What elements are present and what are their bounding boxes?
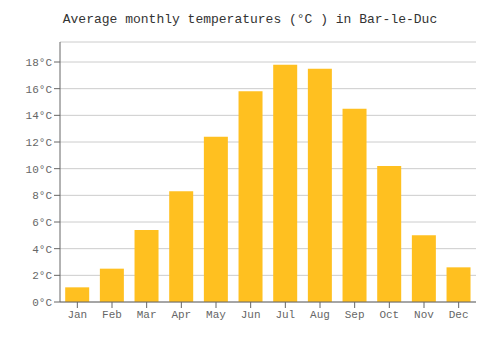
- svg-text:0°C: 0°C: [32, 297, 52, 309]
- svg-text:Sep: Sep: [345, 309, 365, 321]
- svg-text:Aug: Aug: [310, 309, 330, 321]
- svg-text:Nov: Nov: [414, 309, 434, 321]
- svg-text:6°C: 6°C: [32, 217, 52, 229]
- svg-text:18°C: 18°C: [26, 57, 53, 69]
- html-text:Average monthly temperatures (: Average monthly temperatures (°C ) in Ba…: [62, 12, 438, 27]
- svg-text:10°C: 10°C: [26, 164, 53, 176]
- svg-text:2°C: 2°C: [32, 270, 52, 282]
- svg-text:Jul: Jul: [275, 309, 295, 321]
- svg-text:Apr: Apr: [171, 309, 191, 321]
- svg-text:Jan: Jan: [67, 309, 87, 321]
- svg-text:14°C: 14°C: [26, 110, 53, 122]
- svg-text:4°C: 4°C: [32, 244, 52, 256]
- svg-text:Dec: Dec: [449, 309, 469, 321]
- svg-text:8°C: 8°C: [32, 190, 52, 202]
- svg-text:Mar: Mar: [137, 309, 157, 321]
- svg-text:May: May: [206, 309, 226, 321]
- svg-text:Oct: Oct: [379, 309, 399, 321]
- svg-text:Jun: Jun: [241, 309, 261, 321]
- svg-text:Feb: Feb: [102, 309, 122, 321]
- svg-text:16°C: 16°C: [26, 84, 53, 96]
- svg-text:12°C: 12°C: [26, 137, 53, 149]
